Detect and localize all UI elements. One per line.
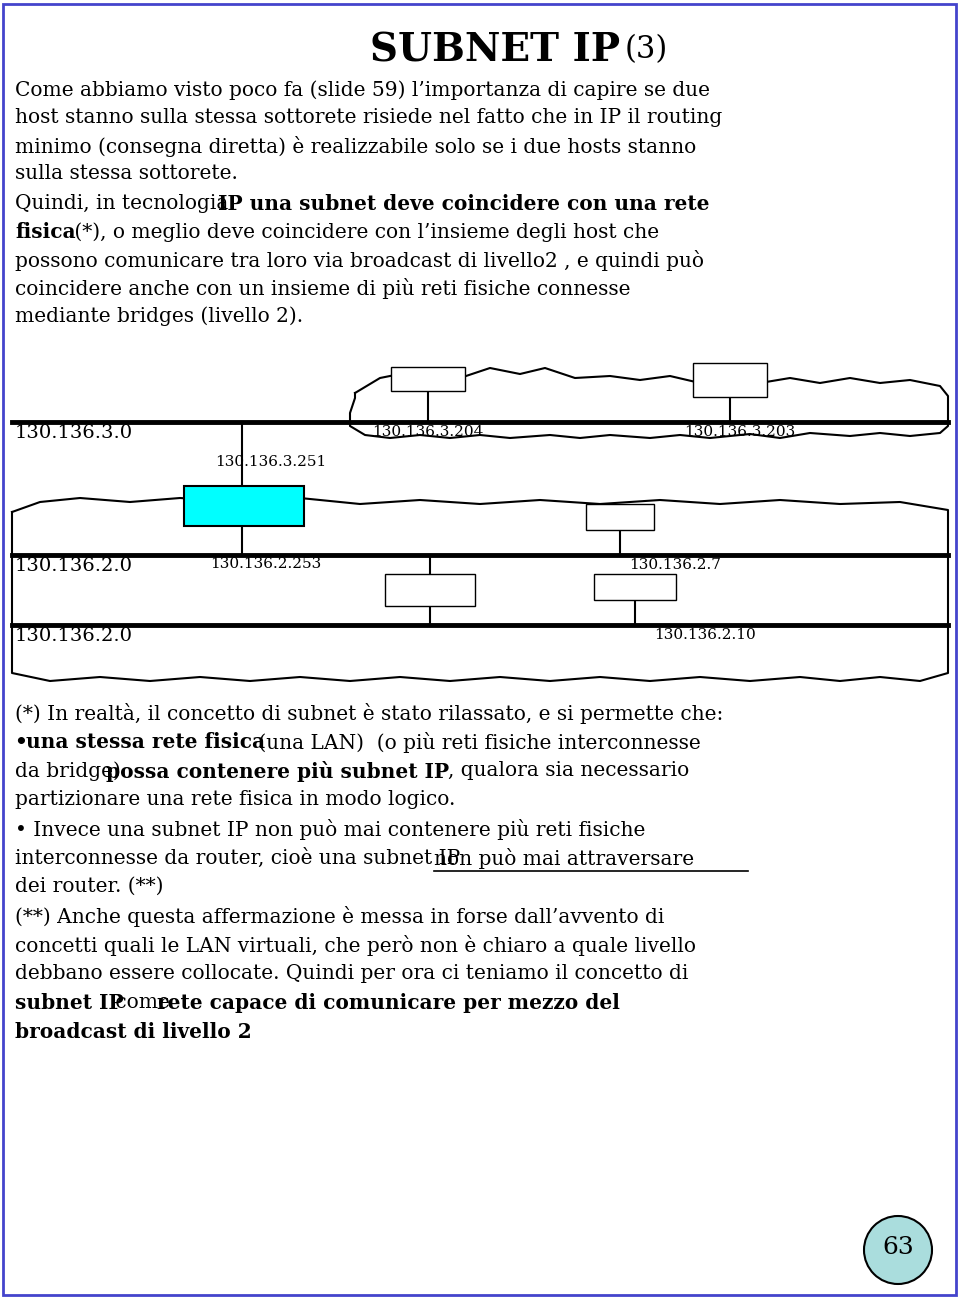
Text: partizionare una rete fisica in modo logico.: partizionare una rete fisica in modo log…	[15, 790, 455, 809]
Text: broadcast di livello 2: broadcast di livello 2	[15, 1022, 252, 1042]
Text: host stanno sulla stessa sottorete risiede nel fatto che in IP il routing: host stanno sulla stessa sottorete risie…	[15, 108, 722, 127]
Text: (*) In realtà, il concetto di subnet è stato rilassato, e si permette che:: (*) In realtà, il concetto di subnet è s…	[15, 704, 724, 724]
Text: 130.136.2.0: 130.136.2.0	[15, 557, 133, 575]
Text: 130.136.2.253: 130.136.2.253	[210, 557, 322, 571]
Text: interconnesse da router, cioè una subnet IP: interconnesse da router, cioè una subnet…	[15, 848, 467, 868]
Text: coincidere anche con un insieme di più reti fisiche connesse: coincidere anche con un insieme di più r…	[15, 278, 631, 299]
FancyBboxPatch shape	[594, 574, 676, 600]
Text: timur: timur	[599, 508, 641, 520]
Text: IP una subnet deve coincidere con una rete: IP una subnet deve coincidere con una re…	[218, 193, 709, 214]
Text: 130.136.2.7: 130.136.2.7	[629, 558, 721, 572]
Text: minimo (consegna diretta) è realizzabile solo se i due hosts stanno: minimo (consegna diretta) è realizzabile…	[15, 136, 696, 157]
Text: mediante bridges (livello 2).: mediante bridges (livello 2).	[15, 306, 303, 326]
Text: 130.136.2.0: 130.136.2.0	[15, 627, 133, 645]
Text: Bridge: Bridge	[396, 578, 463, 594]
Text: Router: Router	[210, 489, 277, 508]
Text: 130.136.2.10: 130.136.2.10	[654, 628, 756, 643]
Text: (*), o meglio deve coincidere con l’insieme degli host che: (*), o meglio deve coincidere con l’insi…	[68, 222, 660, 241]
Text: .: .	[237, 1022, 244, 1041]
FancyBboxPatch shape	[3, 4, 956, 1295]
Text: Come abbiamo visto poco fa (slide 59) l’importanza di capire se due: Come abbiamo visto poco fa (slide 59) l’…	[15, 80, 710, 100]
Text: da bridge): da bridge)	[15, 761, 128, 780]
FancyBboxPatch shape	[586, 504, 654, 530]
Text: dei router. (**): dei router. (**)	[15, 877, 163, 896]
Text: •: •	[15, 732, 35, 752]
Text: 130.136.3.0: 130.136.3.0	[15, 424, 133, 443]
FancyBboxPatch shape	[391, 367, 465, 391]
Text: 63: 63	[882, 1237, 914, 1259]
Text: possono comunicare tra loro via broadcast di livello2 , e quindi può: possono comunicare tra loro via broadcas…	[15, 251, 704, 271]
Text: possa contenere più subnet IP: possa contenere più subnet IP	[106, 761, 449, 781]
Text: 130.136.3.203: 130.136.3.203	[684, 424, 796, 439]
Text: fisica: fisica	[15, 222, 76, 241]
Text: 130.136.3.204: 130.136.3.204	[372, 424, 484, 439]
Text: • Invece una subnet IP non può mai contenere più reti fisiche: • Invece una subnet IP non può mai conte…	[15, 819, 645, 840]
Text: come: come	[109, 993, 177, 1012]
Text: non può mai attraversare: non può mai attraversare	[434, 848, 694, 868]
Text: , qualora sia necessario: , qualora sia necessario	[448, 761, 689, 780]
Text: una stessa rete fisica: una stessa rete fisica	[26, 732, 265, 752]
Circle shape	[864, 1216, 932, 1284]
Text: concetti quali le LAN virtuali, che però non è chiaro a quale livello: concetti quali le LAN virtuali, che però…	[15, 935, 696, 957]
Text: 130.136.3.251: 130.136.3.251	[215, 456, 326, 469]
Text: cagnina: cagnina	[397, 370, 459, 384]
Text: rete capace di comunicare per mezzo del: rete capace di comunicare per mezzo del	[157, 993, 620, 1012]
Text: subnet IP: subnet IP	[15, 993, 124, 1012]
Text: SUBNET IP: SUBNET IP	[370, 32, 620, 70]
FancyBboxPatch shape	[184, 485, 304, 526]
Text: sangio
vese: sangio vese	[705, 366, 756, 396]
Text: sarastro: sarastro	[603, 578, 667, 591]
Text: (**) Anche questa affermazione è messa in forse dall’avvento di: (**) Anche questa affermazione è messa i…	[15, 906, 664, 927]
Text: (3): (3)	[625, 34, 668, 65]
Text: Quindi, in tecnologia: Quindi, in tecnologia	[15, 193, 235, 213]
Text: debbano essere collocate. Quindi per ora ci teniamo il concetto di: debbano essere collocate. Quindi per ora…	[15, 964, 688, 983]
Text: sulla stessa sottorete.: sulla stessa sottorete.	[15, 164, 238, 183]
Text: (una LAN)  (o più reti fisiche interconnesse: (una LAN) (o più reti fisiche interconne…	[252, 732, 701, 753]
FancyBboxPatch shape	[693, 363, 767, 397]
FancyBboxPatch shape	[385, 574, 475, 606]
